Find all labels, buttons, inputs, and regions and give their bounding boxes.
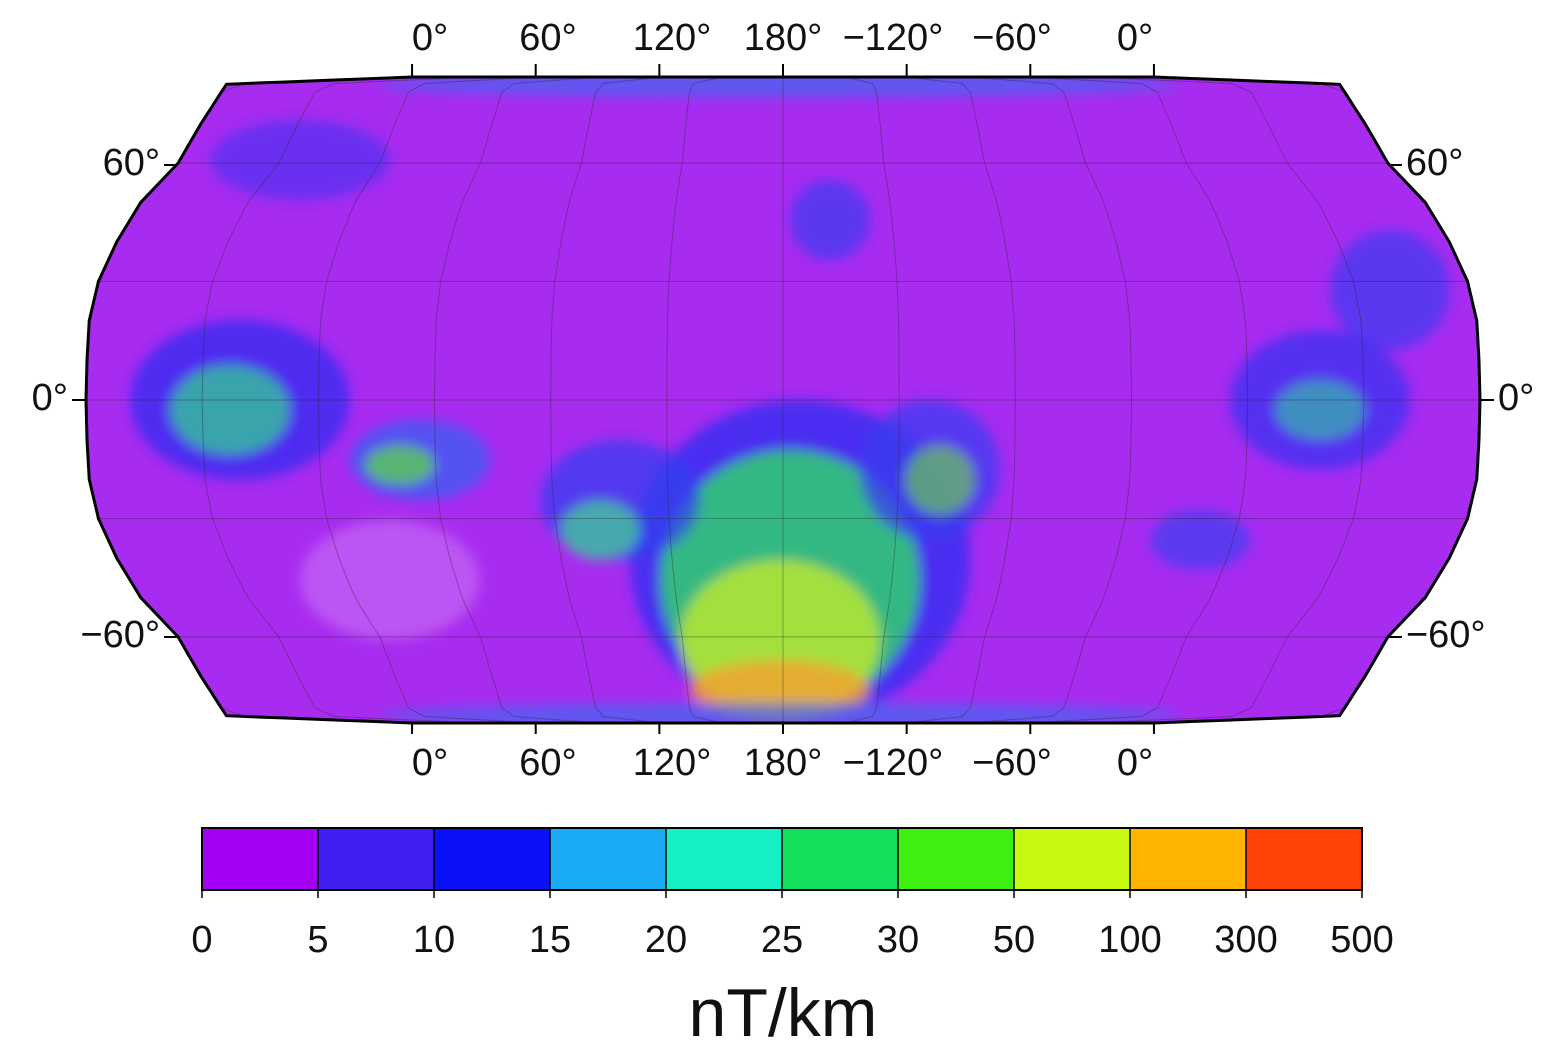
colorbar-tick-label: 100 — [1098, 919, 1161, 961]
colorbar-unit: nT/km — [689, 975, 878, 1048]
colorbar-tick-label: 5 — [307, 919, 328, 961]
latitude-label: 60° — [1406, 142, 1463, 184]
colorbar-segment — [202, 828, 319, 890]
longitude-label: −120° — [843, 742, 944, 784]
longitude-label: 180° — [744, 17, 823, 59]
latitude-label: 60° — [103, 142, 160, 184]
colorbar-tick-label: 10 — [413, 919, 455, 961]
map-body — [0, 0, 1553, 800]
longitude-label: 180° — [744, 742, 823, 784]
colorbar-tick-label: 500 — [1330, 919, 1393, 961]
colorbar-segment — [1130, 828, 1247, 890]
colorbar-tick-label: 50 — [993, 919, 1035, 961]
longitude-label: 120° — [633, 17, 712, 59]
colorbar-segment — [898, 828, 1015, 890]
colorbar-tick-label: 25 — [761, 919, 803, 961]
colorbar-tick-label: 0 — [191, 919, 212, 961]
colorbar-tick-label: 20 — [645, 919, 687, 961]
colorbar-tick-label: 15 — [529, 919, 571, 961]
colorbar-tick-label: 300 — [1214, 919, 1277, 961]
latitude-label: −60° — [80, 614, 160, 656]
colorbar-segment — [1014, 828, 1131, 890]
colorbar-segment — [666, 828, 783, 890]
longitude-label: 0° — [412, 742, 448, 784]
longitude-label: 120° — [633, 742, 712, 784]
colorbar-segment — [782, 828, 899, 890]
longitude-label: 60° — [519, 17, 576, 59]
longitude-label: −60° — [972, 742, 1052, 784]
colorbar-segment — [318, 828, 435, 890]
longitude-label: 60° — [519, 742, 576, 784]
colorbar-segment — [434, 828, 551, 890]
latitude-label: 0° — [1498, 377, 1534, 419]
colorbar-segment — [550, 828, 667, 890]
longitude-label: −60° — [972, 17, 1052, 59]
latitude-label: −60° — [1406, 614, 1486, 656]
longitude-label: 0° — [1117, 17, 1153, 59]
figure: 0° 60° 120° 180° −120° −60° 0° 0° 60° 120° 180° −12… — [0, 0, 1553, 1048]
colorbar-tick-label: 30 — [877, 919, 919, 961]
longitude-label: 0° — [1117, 742, 1153, 784]
latitude-label: 0° — [32, 377, 68, 419]
longitude-label: −120° — [843, 17, 944, 59]
colorbar-segment — [1246, 828, 1363, 890]
longitude-label: 0° — [412, 17, 448, 59]
